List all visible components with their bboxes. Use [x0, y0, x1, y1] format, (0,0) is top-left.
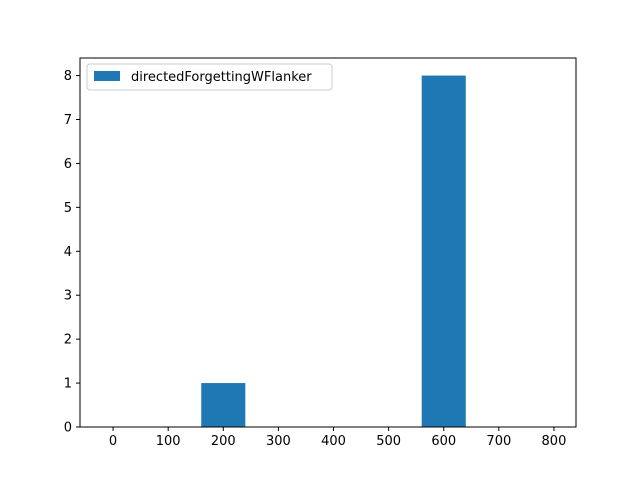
- bars-group: [201, 75, 466, 428]
- y-tick-label: 3: [64, 289, 72, 304]
- x-tick-label: 700: [486, 434, 511, 449]
- bar-560-640: [421, 75, 466, 428]
- axes-frame: [79, 57, 577, 428]
- x-tick-label: 0: [109, 434, 117, 449]
- y-axis-ticks: 0 1 2 3 4 5 6 7 8: [64, 69, 80, 436]
- y-tick-label: 6: [64, 157, 72, 172]
- x-tick-label: 300: [266, 434, 291, 449]
- y-tick-label: 7: [64, 113, 72, 128]
- y-tick-label: 5: [64, 201, 72, 216]
- legend-box: [86, 63, 333, 91]
- y-tick-label: 1: [64, 377, 72, 392]
- x-tick-label: 800: [542, 434, 567, 449]
- x-tick-label: 100: [156, 434, 181, 449]
- y-tick-label: 8: [64, 69, 72, 84]
- x-axis-ticks: 0 100 200 300 400 500 600 700 800: [109, 427, 566, 449]
- x-tick-label: 600: [431, 434, 456, 449]
- x-tick-label: 400: [321, 434, 346, 449]
- x-tick-label: 500: [376, 434, 401, 449]
- legend-swatch: [94, 71, 120, 81]
- y-tick-label: 4: [64, 245, 72, 260]
- y-tick-label: 0: [64, 421, 72, 436]
- y-tick-label: 2: [64, 333, 72, 348]
- legend-label: directedForgettingWFlanker: [131, 70, 312, 85]
- x-tick-label: 200: [211, 434, 236, 449]
- bar-160-240: [201, 383, 246, 427]
- legend: directedForgettingWFlanker: [86, 63, 333, 91]
